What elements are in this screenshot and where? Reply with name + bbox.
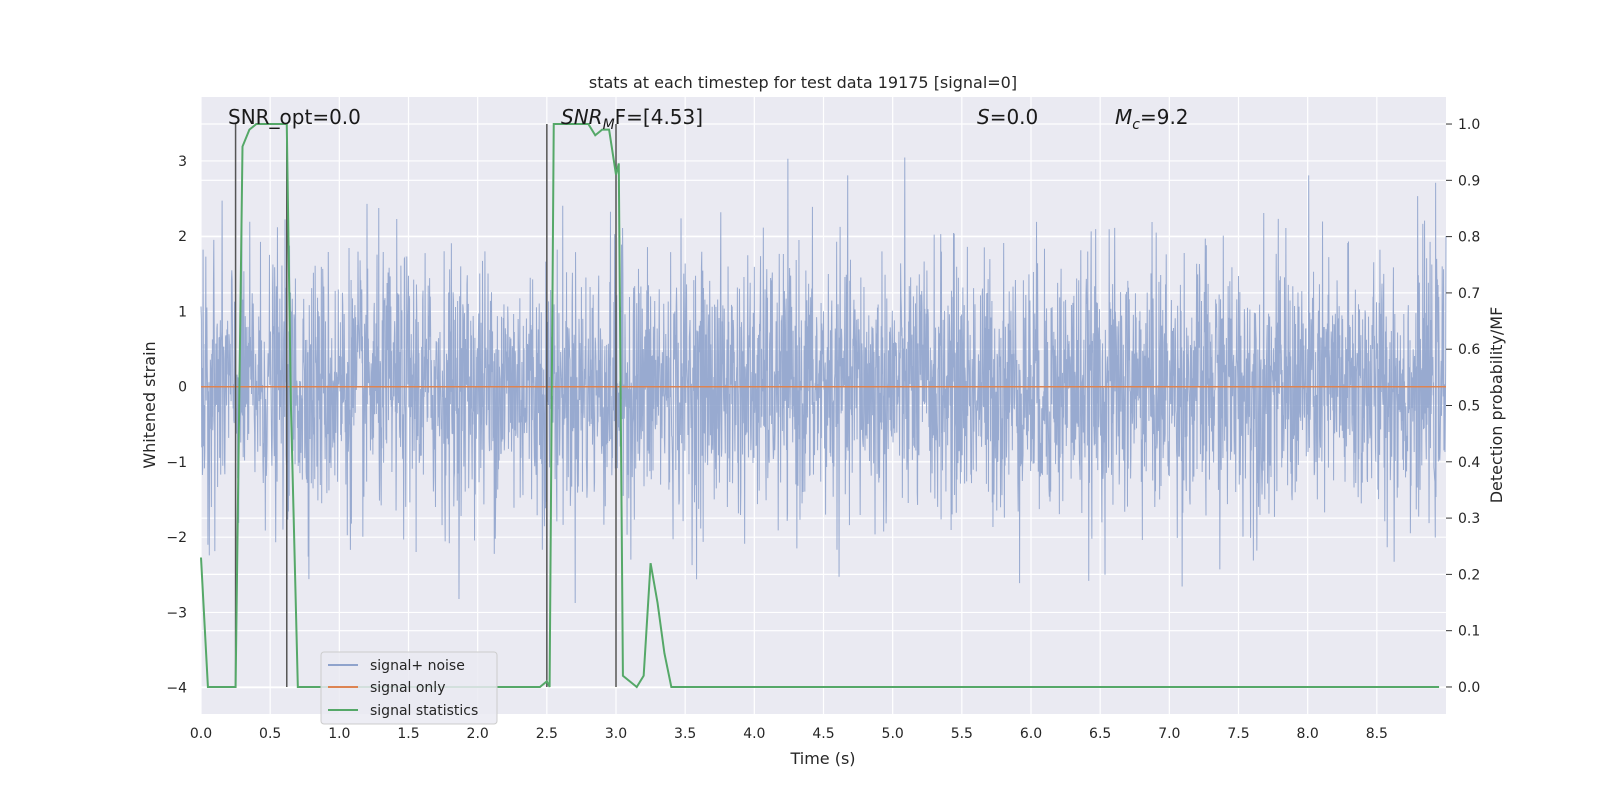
x-tick-label: 0.5 (259, 726, 281, 742)
annotation-snr-mf: SNRMF=[4.53] (561, 105, 703, 133)
x-tick-label: 0.0 (190, 726, 212, 742)
legend-label-signal-plus-noise: signal+ noise (370, 658, 465, 674)
x-tick-label: 6.5 (1089, 726, 1111, 742)
y2-tick-label: 0.8 (1458, 230, 1480, 246)
legend-label-signal-statistics: signal statistics (370, 703, 478, 719)
series-signal-plus-noise (200, 157, 1447, 604)
y2-tick-label: 0.1 (1458, 624, 1480, 640)
legend-label-signal-only: signal only (370, 680, 445, 696)
x-tick-label: 5.5 (951, 726, 973, 742)
annotation-snr-mf-rest: F=[4.53] (615, 105, 703, 129)
x-tick-label: 8.0 (1297, 726, 1319, 742)
x-tick-label: 8.5 (1366, 726, 1388, 742)
x-tick-label: 1.5 (397, 726, 419, 742)
y-axis-label: Whitened strain (140, 341, 159, 468)
x-tick-label: 3.5 (674, 726, 696, 742)
x-tick-label: 5.0 (882, 726, 904, 742)
annotation-s-rest: =0.0 (990, 105, 1039, 129)
y2-tick-label: 1.0 (1458, 117, 1480, 133)
x-tick-label: 2.0 (467, 726, 489, 742)
y2-tick-label: 0.3 (1458, 511, 1480, 527)
y-tick-label: 2 (178, 229, 187, 245)
annotation-s-main: S (977, 105, 990, 129)
y2-tick-label: 0.6 (1458, 342, 1480, 358)
y2-tick-label: 0.7 (1458, 286, 1480, 302)
y-tick-label: 3 (178, 154, 187, 170)
y2-tick-label: 0.2 (1458, 567, 1480, 583)
x-axis-ticks: 0.0 0.5 1.0 1.5 2.0 2.5 3.0 3.5 4.0 4.5 5.0 5.5 6.0 6… (190, 726, 1388, 742)
annotation-mc-rest: =9.2 (1140, 105, 1189, 129)
x-tick-label: 2.5 (536, 726, 558, 742)
x-tick-label: 1.0 (328, 726, 350, 742)
y-tick-label: 1 (178, 304, 187, 320)
legend: signal+ noise signal only signal statist… (320, 651, 498, 725)
x-tick-label: 7.0 (1158, 726, 1180, 742)
y-tick-label: −2 (166, 530, 187, 546)
x-tick-label: 4.0 (743, 726, 765, 742)
vertical-marker-lines (234, 124, 617, 687)
y-tick-label: −3 (166, 605, 187, 621)
y2-tick-label: 0.0 (1458, 680, 1480, 696)
x-tick-label: 3.0 (605, 726, 627, 742)
annotation-mc-sub: c (1132, 117, 1140, 133)
series-signal-statistics (200, 123, 1440, 689)
y-tick-label: −4 (166, 681, 187, 697)
y2-tick-label: 0.9 (1458, 173, 1480, 189)
chart-title: stats at each timestep for test data 191… (589, 73, 1017, 92)
y2-tick-label: 0.5 (1458, 399, 1480, 415)
x-tick-label: 7.5 (1227, 726, 1249, 742)
legend-box (320, 651, 498, 725)
signal-plus-noise-line (200, 157, 1447, 604)
annotation-snr-mf-sub: M (603, 117, 615, 133)
right-y-axis-ticks: 0.0 0.1 0.2 0.3 0.4 0.5 0.6 0.7 0.8 0.9 1.0 (1446, 117, 1480, 696)
x-tick-label: 6.0 (1020, 726, 1042, 742)
annotation-snr-opt: SNR_opt=0.0 (228, 105, 361, 129)
y-axis-ticks: −4 −3 −2 −1 0 1 2 3 (166, 154, 187, 697)
signal-statistics-line (200, 123, 1440, 689)
annotation-mc-main: M (1115, 105, 1132, 129)
annotation-mc: Mc=9.2 (1115, 105, 1189, 133)
y-tick-label: −1 (166, 455, 187, 471)
y2-tick-label: 0.4 (1458, 455, 1480, 471)
right-y-axis-label: Detection probability/MF (1487, 307, 1506, 504)
annotation-s: S=0.0 (977, 105, 1038, 129)
x-tick-label: 4.5 (812, 726, 834, 742)
annotation-snr-mf-main: SNR (561, 105, 603, 129)
x-axis-label: Time (s) (789, 749, 855, 768)
y-tick-label: 0 (178, 380, 187, 396)
